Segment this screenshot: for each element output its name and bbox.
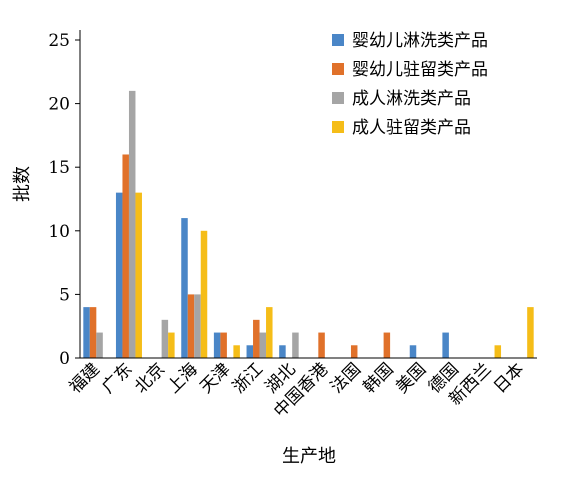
bar: [89, 307, 97, 358]
bar: [168, 332, 175, 358]
x-category-label: 日本: [490, 359, 528, 397]
y-tick-label: 25: [48, 31, 70, 51]
y-tick-label: 20: [48, 95, 70, 115]
bar: [96, 332, 103, 358]
bar: [318, 332, 325, 358]
y-tick-label: 0: [59, 349, 70, 369]
bar: [233, 345, 240, 358]
legend-swatch: [332, 92, 344, 104]
y-ticks-group: 0 5 10 15 20 25: [48, 31, 80, 369]
bars-group: [83, 90, 534, 358]
x-category-label: 福建: [66, 359, 104, 397]
x-category-label: 天津: [196, 359, 234, 397]
bar: [213, 332, 221, 358]
y-axis-title: 批数: [12, 166, 33, 202]
bar: [259, 332, 267, 358]
legend-swatch: [332, 121, 344, 133]
bar: [161, 319, 169, 358]
legend-label: 婴幼儿淋洗类产品: [352, 31, 488, 51]
bar: [527, 307, 534, 358]
bar: [292, 332, 299, 358]
y-tick-label: 15: [48, 158, 70, 178]
legend-label: 成人驻留类产品: [352, 118, 471, 138]
x-category-label: 上海: [164, 359, 202, 397]
bar: [409, 345, 417, 358]
bar: [253, 319, 260, 358]
legend-swatch: [332, 34, 344, 46]
bar: [350, 345, 358, 358]
bar: [246, 345, 254, 358]
legend-swatch: [332, 63, 344, 75]
y-tick-label: 10: [48, 222, 70, 242]
x-category-label: 浙江: [229, 359, 267, 397]
x-category-label: 法国: [327, 359, 365, 397]
bar: [128, 90, 136, 358]
bar: [122, 154, 129, 358]
bar: [442, 332, 449, 358]
x-category-label: 北京: [131, 359, 169, 397]
bar: [194, 294, 201, 358]
bar: [200, 230, 208, 358]
bar: [83, 307, 90, 358]
bar: [383, 332, 391, 358]
legend-label: 婴幼儿驻留类产品: [352, 60, 488, 80]
bar: [266, 307, 273, 358]
bar: [279, 345, 286, 358]
bar: [135, 192, 142, 358]
axes-group: [79, 30, 537, 359]
bar: [220, 332, 227, 358]
bar: [494, 345, 502, 358]
bar: [181, 218, 188, 358]
x-axis-title: 生产地: [282, 446, 336, 467]
legend-label: 成人淋洗类产品: [352, 89, 471, 109]
bar: [187, 294, 195, 358]
y-tick-label: 5: [59, 285, 70, 305]
x-category-label: 美国: [392, 359, 430, 397]
x-category-label: 广东: [98, 359, 136, 397]
bar: [115, 192, 123, 358]
x-category-label: 韩国: [359, 359, 397, 397]
